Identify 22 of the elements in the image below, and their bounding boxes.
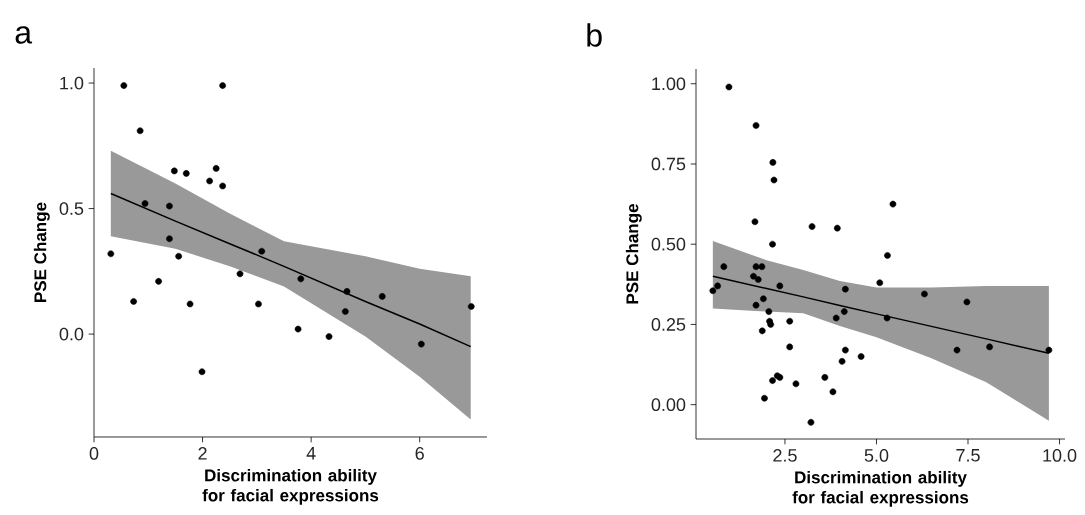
x-tick-label: 2.5	[773, 449, 797, 462]
x-tick-label: 5.0	[864, 449, 889, 462]
x-tick-label: 10.0	[1043, 449, 1077, 462]
y-tick-label: 0.25	[651, 318, 686, 331]
x-tick-label: 2	[198, 447, 207, 460]
y-axis-title: PSE Change	[625, 204, 642, 304]
x-axis-title: Discrimination ability for facial expressions	[202, 468, 379, 505]
y-tick-label: 1.0	[60, 76, 84, 90]
y-tick-label: 0.0	[59, 327, 84, 341]
y-tick-label: 0.50	[651, 237, 686, 251]
x-axis-title: Discrimination ability for facial expressions	[792, 470, 969, 507]
y-axis-title: PSE Change	[33, 202, 50, 302]
x-tick-label: 6	[415, 447, 424, 460]
y-tick-label: 0.5	[59, 202, 84, 215]
text: b	[587, 23, 602, 47]
x-tick-label: 7.5	[956, 449, 980, 462]
y-tick-label: 0.75	[651, 157, 686, 171]
x-tick-label: 4	[306, 447, 316, 460]
text: a	[15, 26, 33, 44]
y-tick-label: 1.00	[652, 77, 686, 91]
x-tick-label: 0	[89, 447, 99, 460]
y-tick-label: 0.00	[651, 398, 686, 412]
